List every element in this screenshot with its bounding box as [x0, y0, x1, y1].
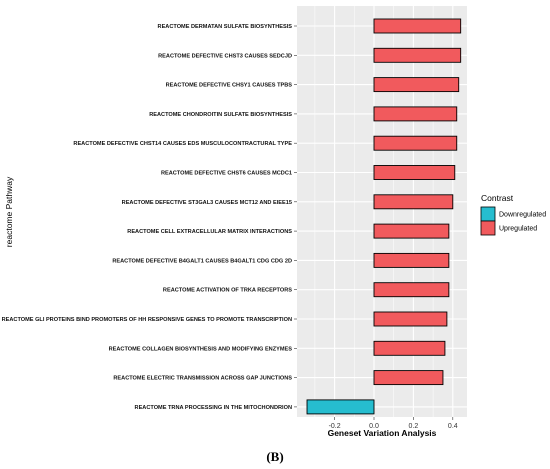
- category-label: REACTOME GLI PROTEINS BIND PROMOTERS OF …: [2, 317, 292, 323]
- bar: [373, 18, 462, 34]
- category-label: REACTOME DEFECTIVE B4GALT1 CAUSES B4GALT…: [112, 258, 292, 264]
- legend: Contrast Downregulated Upregulated: [480, 193, 546, 236]
- legend-label-downregulated: Downregulated: [499, 212, 546, 219]
- category-label: REACTOME TRNA PROCESSING IN THE MITOCHON…: [135, 405, 292, 411]
- category-label: REACTOME DEFECTIVE CHSY1 CAUSES TPBS: [166, 83, 293, 89]
- category-label: REACTOME CHONDROITIN SULFATE BIOSYNTHESI…: [149, 112, 292, 118]
- legend-title: Contrast: [481, 193, 514, 203]
- legend-swatch-upregulated: [480, 220, 496, 236]
- category-label: REACTOME DERMATAN SULFATE BIOSYNTHESIS: [158, 24, 293, 30]
- bar: [373, 77, 460, 93]
- bars-group: [306, 18, 462, 415]
- x-tick-label: 0.4: [448, 423, 458, 430]
- legend-label-upregulated: Upregulated: [499, 226, 537, 233]
- x-axis-ticks: -0.2 0.0 0.2 0.4: [329, 417, 458, 430]
- x-tick-label: -0.2: [329, 423, 341, 430]
- category-labels: REACTOME DERMATAN SULFATE BIOSYNTHESIS RE…: [2, 24, 297, 411]
- category-label: REACTOME DEFECTIVE CHST6 CAUSES MCDC1: [161, 171, 292, 177]
- bar: [306, 399, 375, 415]
- bar: [373, 106, 458, 122]
- bar: [373, 135, 458, 151]
- x-tick-label: 0.2: [409, 423, 419, 430]
- bar: [373, 252, 450, 268]
- category-label: REACTOME ACTIVATION OF TRKA RECEPTORS: [163, 288, 292, 294]
- bar: [373, 340, 446, 356]
- category-label: REACTOME ELECTRIC TRANSMISSION ACROSS GA…: [113, 376, 292, 382]
- bar: [373, 311, 448, 327]
- y-axis-title: reactome Pathway: [4, 176, 14, 247]
- category-label: REACTOME DEFECTIVE ST3GAL3 CAUSES MCT12 …: [122, 200, 292, 206]
- bar: [373, 223, 450, 239]
- category-label: REACTOME DEFECTIVE CHST14 CAUSES EDS MUS…: [73, 141, 292, 147]
- bar: [373, 194, 454, 210]
- figure-caption: (B): [266, 449, 283, 464]
- category-label: REACTOME COLLAGEN BIOSYNTHESIS AND MODIF…: [109, 346, 293, 352]
- bar: [373, 47, 462, 63]
- category-label: REACTOME DEFECTIVE CHST3 CAUSES SEDCJD: [158, 53, 292, 59]
- category-label: REACTOME CELL EXTRACELLULAR MATRIX INTER…: [127, 229, 292, 235]
- legend-swatch-downregulated: [480, 206, 496, 222]
- x-tick-label: 0.0: [369, 423, 379, 430]
- bar: [373, 370, 444, 386]
- x-axis-title: Geneset Variation Analysis: [328, 428, 437, 438]
- bar: [373, 282, 450, 298]
- bar: [373, 165, 456, 180]
